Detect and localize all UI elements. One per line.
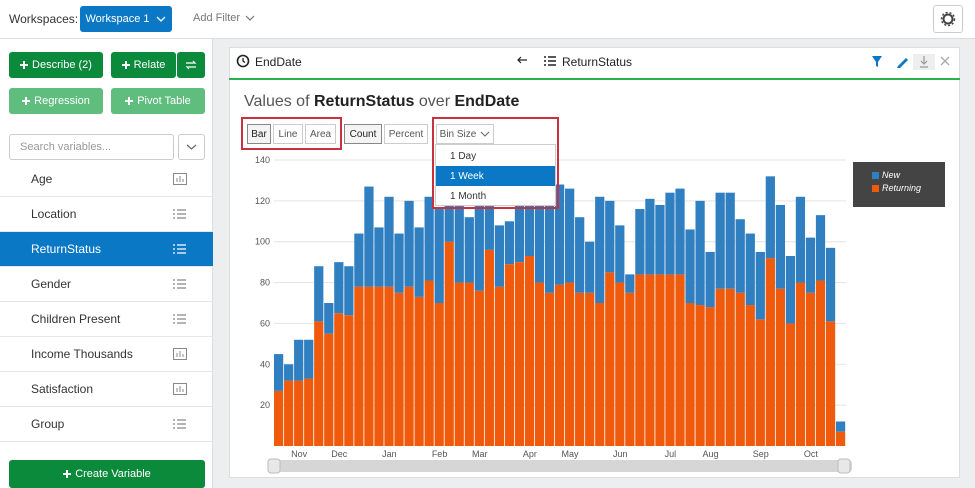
- variable-name: Age: [31, 172, 53, 186]
- bar-button[interactable]: Bar: [247, 124, 271, 144]
- bin-size-menu: 1 Day 1 Week 1 Month: [435, 144, 556, 206]
- create-variable-button[interactable]: Create Variable: [9, 460, 205, 488]
- variable-name: Location: [31, 207, 77, 221]
- bin-option[interactable]: 1 Week: [436, 166, 555, 186]
- panel: [229, 47, 960, 478]
- search-dropdown[interactable]: [178, 134, 205, 160]
- regression-label: Regression: [34, 95, 90, 107]
- title-part: Values of: [244, 93, 310, 110]
- title-part: EndDate: [454, 93, 520, 110]
- highlight-box: [432, 117, 559, 209]
- variable-row[interactable]: Satisfaction: [0, 372, 213, 407]
- search-input[interactable]: Search variables...: [9, 134, 174, 160]
- bin-size-label: Bin Size: [439, 128, 477, 140]
- y-variable: ReturnStatus: [562, 55, 633, 69]
- bin-option[interactable]: 1 Month: [450, 190, 487, 202]
- variable-row[interactable]: ReturnStatus: [0, 232, 213, 267]
- variable-name: Income Thousands: [31, 347, 133, 361]
- line-button[interactable]: Line: [273, 124, 303, 144]
- describe-label: Describe (2): [32, 59, 92, 71]
- workspace-name: Workspace 1: [85, 13, 150, 25]
- variable-icon: [173, 383, 187, 395]
- search-placeholder: Search variables...: [20, 141, 112, 153]
- pivot-table-button[interactable]: Pivot Table: [111, 88, 205, 114]
- variable-icon: [173, 419, 186, 429]
- add-filter-label: Add Filter: [193, 12, 241, 24]
- variable-row[interactable]: Group: [0, 407, 213, 442]
- x-variable: EndDate: [255, 55, 302, 69]
- clock-icon: [236, 54, 250, 68]
- variable-icon: [173, 279, 186, 289]
- variable-icon: [173, 314, 186, 324]
- arrow-icon: [517, 56, 527, 64]
- variable-row[interactable]: Location: [0, 197, 213, 232]
- add-filter[interactable]: Add Filter: [193, 12, 256, 24]
- list-icon: [544, 56, 556, 66]
- variable-name: Children Present: [31, 312, 121, 326]
- title-part: ReturnStatus: [313, 93, 415, 110]
- bin-option[interactable]: 1 Day: [450, 150, 477, 162]
- variable-icon: [173, 209, 186, 219]
- title-part: over: [418, 93, 451, 110]
- count-button[interactable]: Count: [344, 124, 382, 144]
- relate-button[interactable]: Relate: [111, 52, 176, 78]
- variable-icon: [173, 244, 186, 254]
- bin-size-button[interactable]: Bin Size: [436, 124, 494, 144]
- pivot-table-label: Pivot Table: [137, 95, 191, 107]
- chart-title: Values of ReturnStatus over EndDate: [244, 93, 519, 111]
- workspace-button[interactable]: Workspace 1: [80, 6, 172, 32]
- area-button[interactable]: Area: [305, 124, 336, 144]
- variable-row[interactable]: Income Thousands: [0, 337, 213, 372]
- panel-tools: [872, 54, 950, 70]
- highlight-box: [241, 117, 342, 150]
- variable-name: Satisfaction: [31, 382, 94, 396]
- regression-button[interactable]: Regression: [9, 88, 103, 114]
- describe-button[interactable]: Describe (2): [9, 52, 103, 78]
- variable-name: Group: [31, 417, 65, 431]
- swap-button[interactable]: [177, 52, 205, 78]
- variable-row[interactable]: Gender: [0, 267, 213, 302]
- top-bar: Workspaces: Workspace 1 Add Filter: [0, 0, 975, 39]
- header-line: [229, 78, 960, 80]
- settings-button[interactable]: [933, 5, 963, 33]
- variable-icon: [173, 348, 187, 360]
- workspaces-label: Workspaces:: [9, 12, 79, 26]
- relate-label: Relate: [133, 59, 166, 71]
- variable-row[interactable]: Age: [0, 162, 213, 197]
- variable-icon: [173, 173, 187, 185]
- create-variable-label: Create Variable: [75, 468, 151, 480]
- percent-button[interactable]: Percent: [384, 124, 428, 144]
- variable-row[interactable]: Children Present: [0, 302, 213, 337]
- variable-name: Gender: [31, 277, 72, 291]
- variable-name: ReturnStatus: [31, 242, 102, 256]
